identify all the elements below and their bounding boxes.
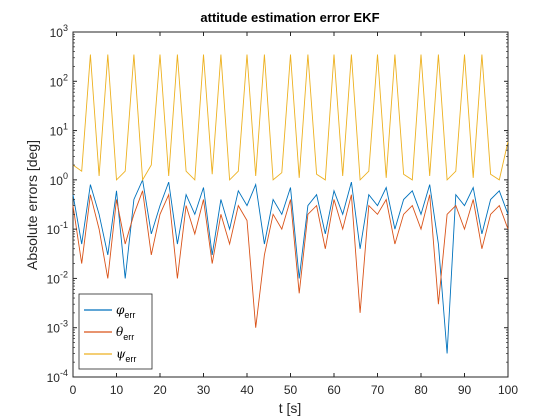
x-tick-label: 40 xyxy=(240,383,254,397)
y-tick-label: 10-4 xyxy=(47,368,68,385)
series-layer xyxy=(72,54,509,354)
chart-title: attitude estimation error EKF xyxy=(200,10,379,25)
y-tick-label: 10-1 xyxy=(47,220,68,237)
series-line-2 xyxy=(72,54,509,182)
y-axis-label: Absolute errors [deg] xyxy=(24,140,40,270)
legend-label-1: θerr xyxy=(116,325,134,342)
x-tick-label: 30 xyxy=(197,383,211,397)
x-tick-label: 10 xyxy=(110,383,124,397)
x-tick-label: 0 xyxy=(70,383,77,397)
y-tick-label: 101 xyxy=(50,122,68,139)
y-tick-label: 100 xyxy=(50,171,68,188)
x-tick-label: 90 xyxy=(458,383,472,397)
legend: φerr θerr ψerr xyxy=(78,293,153,370)
x-tick-label: 60 xyxy=(327,383,341,397)
y-tick-label: 10-2 xyxy=(47,269,68,286)
x-tick-label: 50 xyxy=(284,383,298,397)
x-tick-label: 100 xyxy=(498,383,518,397)
series-line-0 xyxy=(72,178,509,354)
ticks-layer: 0 10 20 30 40 50 60 70 80 90 100 10-4 10-3 10-2 10-1 10… xyxy=(47,23,519,397)
y-tick-label: 103 xyxy=(50,23,68,40)
x-tick-label: 70 xyxy=(371,383,385,397)
legend-box xyxy=(78,293,153,370)
legend-label-2: ψerr xyxy=(116,347,136,364)
x-axis-label: t [s] xyxy=(279,400,302,416)
y-tick-label: 102 xyxy=(50,72,68,89)
y-tick-label: 10-3 xyxy=(47,319,68,336)
x-tick-label: 20 xyxy=(153,383,167,397)
legend-label-0: φerr xyxy=(116,303,135,320)
series-line-1 xyxy=(72,190,509,328)
x-tick-label: 80 xyxy=(414,383,428,397)
